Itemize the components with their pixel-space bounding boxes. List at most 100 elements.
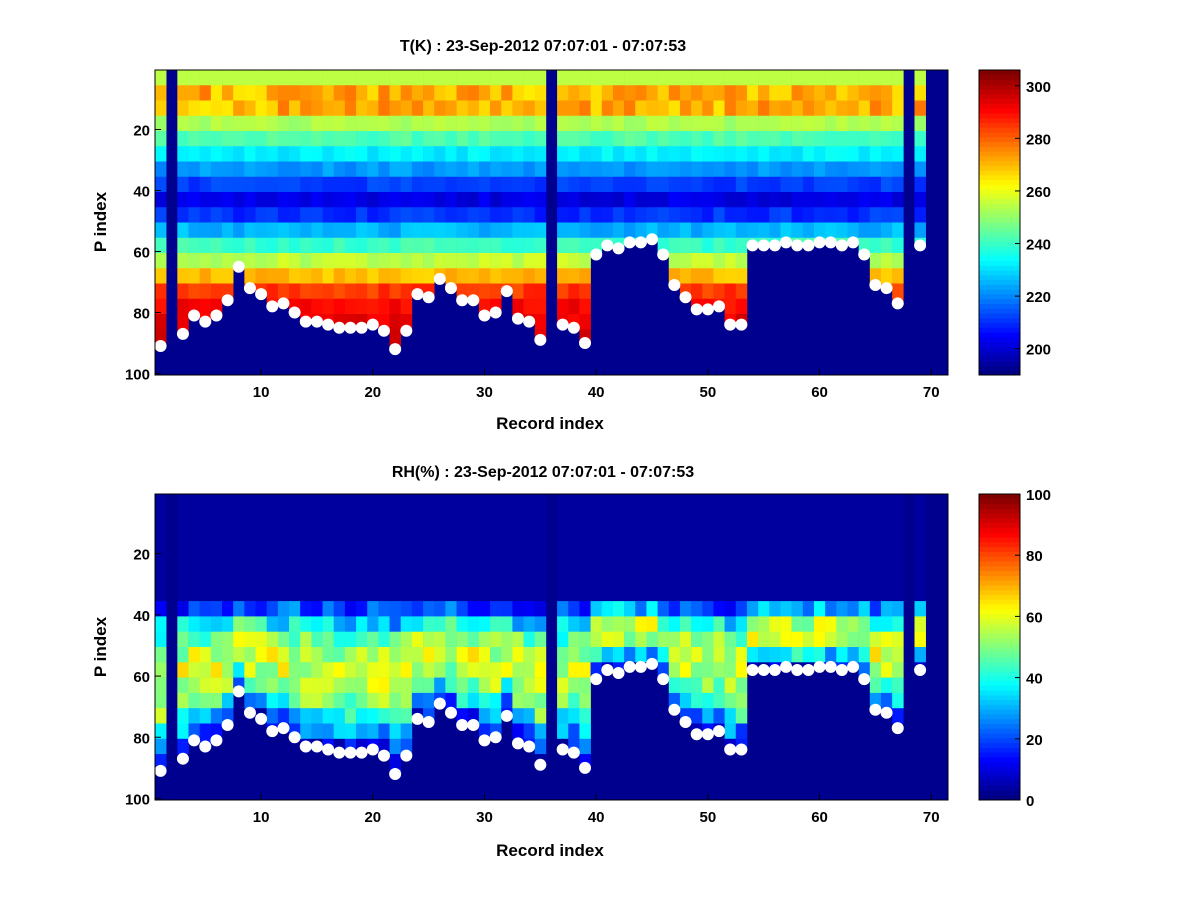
colorbar-tick-label: 20	[1026, 732, 1043, 749]
heatmap-cell	[456, 115, 469, 132]
heatmap-cell	[434, 494, 446, 510]
colorbar-swatch	[979, 365, 1020, 371]
heatmap-cell	[311, 237, 323, 254]
heatmap-cell	[847, 131, 859, 147]
heatmap-cell	[434, 146, 446, 162]
y-tick-label: 100	[125, 791, 150, 808]
heatmap-cell	[668, 570, 681, 587]
heatmap-cell	[367, 662, 379, 678]
heatmap-cell	[590, 146, 603, 162]
surface-marker	[534, 333, 547, 346]
heatmap-cell	[758, 85, 770, 101]
heatmap-cell	[255, 131, 267, 147]
heatmap-cell	[277, 539, 290, 556]
heatmap-cell	[769, 601, 781, 617]
heatmap-cell	[400, 192, 413, 208]
heatmap-cell	[668, 70, 681, 86]
colorbar-tick-label: 260	[1026, 184, 1051, 201]
heatmap-cell	[501, 616, 513, 632]
heatmap-cell	[579, 692, 591, 709]
heatmap-cell	[389, 585, 402, 602]
heatmap-cell	[746, 115, 759, 132]
surface-marker	[210, 734, 223, 747]
heatmap-cell	[512, 708, 524, 724]
heatmap-cell	[825, 100, 837, 117]
heatmap-cell	[490, 85, 502, 101]
heatmap-cell	[233, 524, 245, 541]
heatmap-cell	[333, 176, 346, 193]
heatmap-cell	[266, 692, 279, 709]
heatmap-cell	[367, 131, 379, 147]
heatmap-cell	[244, 131, 256, 147]
heatmap-cell	[914, 222, 926, 239]
heatmap-cell	[713, 253, 725, 269]
heatmap-cell	[423, 677, 435, 694]
heatmap-cell	[557, 585, 569, 602]
heatmap-cell	[635, 222, 647, 239]
heatmap-cell	[523, 494, 536, 510]
heatmap-cell	[289, 283, 301, 300]
heatmap-column	[277, 494, 290, 730]
heatmap-cell	[244, 268, 256, 284]
surface-marker	[556, 318, 569, 331]
colorbar-swatch	[979, 618, 1020, 624]
colorbar-swatch	[979, 232, 1020, 238]
heatmap-cell	[478, 207, 491, 223]
heatmap-cell	[188, 298, 200, 315]
heatmap-cell	[713, 176, 725, 193]
heatmap-cell	[434, 662, 446, 678]
heatmap-cell	[512, 100, 524, 117]
surface-marker	[813, 660, 826, 673]
heatmap-cell	[780, 555, 792, 571]
heatmap-cell	[869, 585, 882, 602]
heatmap-cell	[791, 616, 804, 632]
heatmap-cell	[222, 692, 234, 709]
heatmap-cell	[735, 253, 748, 269]
heatmap-cell	[579, 570, 591, 587]
heatmap-column	[691, 70, 703, 312]
heatmap-cell	[624, 131, 636, 147]
heatmap-cell	[568, 601, 580, 617]
heatmap-cell	[813, 585, 826, 602]
heatmap-cell	[691, 70, 703, 86]
heatmap-cell	[914, 70, 926, 86]
heatmap-cell	[813, 494, 826, 510]
heatmap-cell	[869, 692, 882, 709]
heatmap-cell	[802, 631, 815, 648]
heatmap-cell	[735, 708, 748, 724]
heatmap-cell	[501, 601, 513, 617]
heatmap-cell	[512, 237, 524, 254]
heatmap-cell	[300, 555, 312, 571]
heatmap-cell	[702, 616, 714, 632]
heatmap-cell	[601, 131, 614, 147]
heatmap-cell	[802, 161, 815, 178]
heatmap-cell	[199, 237, 212, 254]
heatmap-cell	[724, 192, 737, 208]
heatmap-cell	[758, 585, 770, 602]
heatmap-cell	[601, 616, 614, 632]
heatmap-cell	[222, 268, 234, 284]
heatmap-cell	[869, 539, 882, 556]
colorbar-swatch	[979, 217, 1020, 223]
heatmap-cell	[892, 677, 904, 694]
heatmap-cell	[356, 662, 368, 678]
heatmap-cell	[501, 524, 513, 541]
heatmap-cell	[869, 70, 882, 86]
heatmap-cell	[713, 268, 725, 284]
heatmap-column	[679, 70, 692, 300]
surface-marker	[679, 715, 692, 728]
heatmap-column	[199, 70, 212, 324]
colorbar-swatch	[979, 747, 1020, 753]
heatmap-cell	[836, 131, 848, 147]
heatmap-cell	[668, 85, 681, 101]
heatmap-cell	[523, 283, 536, 300]
heatmap-cell	[758, 115, 770, 132]
heatmap-cell	[612, 494, 625, 510]
heatmap-cell	[423, 585, 435, 602]
heatmap-cell	[657, 85, 670, 101]
heatmap-cell	[679, 677, 692, 694]
heatmap-cell	[847, 509, 859, 525]
heatmap-cell	[501, 100, 513, 117]
heatmap-cell	[858, 161, 871, 178]
